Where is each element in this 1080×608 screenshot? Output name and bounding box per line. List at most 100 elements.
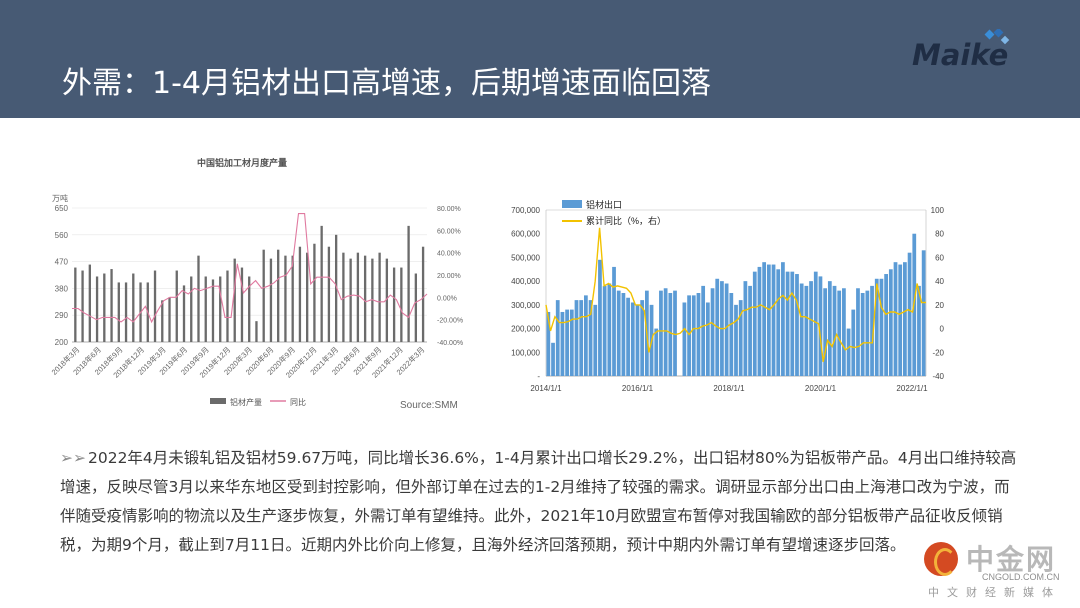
chart1-y-tick: 650 bbox=[55, 204, 69, 213]
chart2-bar bbox=[884, 274, 888, 376]
chart2-bar bbox=[832, 285, 837, 376]
chart1-bar bbox=[153, 270, 157, 342]
chart2-bar bbox=[630, 302, 635, 376]
aluminum-production-chart: 中国铝加工材月度产量 万吨 650 560 470 380 290 200 80.00% 60.0… bbox=[42, 150, 482, 420]
chart2-y2-tick: 0 bbox=[940, 325, 945, 334]
chart2-y-tick: 200,000 bbox=[511, 325, 540, 334]
watermark-subtitle: 中文财经新媒体 bbox=[928, 586, 1061, 599]
aluminum-export-chart: 700,000 600,000 500,000 400,000 300,000 200,0… bbox=[500, 192, 960, 404]
chart1-bar bbox=[211, 279, 215, 342]
chart1-y-tick: 470 bbox=[55, 258, 69, 267]
bullet-arrow-icon: ➢➢ bbox=[60, 449, 86, 467]
chart2-bar bbox=[823, 288, 828, 376]
chart1-bar bbox=[378, 252, 381, 342]
chart2-x-tick: 2018/1/1 bbox=[713, 384, 745, 393]
chart2-bar bbox=[724, 283, 729, 376]
chart2-bar bbox=[729, 293, 734, 376]
cngold-logo-swirl-icon bbox=[934, 548, 956, 576]
chart1-bar bbox=[226, 270, 229, 342]
chart1-bar bbox=[306, 252, 309, 342]
chart2-bar bbox=[842, 288, 846, 376]
chart1-y2-tick: 0.00% bbox=[437, 295, 457, 302]
chart1-bar bbox=[327, 246, 331, 342]
chart2-y2-tick: 40 bbox=[935, 277, 944, 286]
chart2-bar bbox=[870, 285, 874, 376]
chart1-bar bbox=[349, 258, 352, 342]
chart2-y-tick: 100,000 bbox=[511, 348, 540, 357]
chart1-source: Source:SMM bbox=[400, 400, 458, 411]
chart2-bar bbox=[799, 283, 804, 376]
chart1-bar bbox=[400, 267, 403, 342]
chart2-legend-bar-swatch bbox=[562, 200, 582, 208]
chart2-bar bbox=[696, 293, 701, 376]
chart2-bar bbox=[752, 271, 757, 376]
chart2-bar bbox=[903, 262, 907, 376]
chart1-bar bbox=[255, 321, 258, 342]
chart2-bar bbox=[626, 297, 630, 376]
chart2-bar bbox=[569, 309, 574, 376]
title-banner: 外需：1-4月铝材出口高增速，后期增速面临回落 Maike bbox=[0, 0, 1080, 118]
chart1-bar bbox=[277, 249, 280, 342]
chart2-bar bbox=[804, 285, 809, 376]
chart2-bar bbox=[668, 293, 673, 376]
chart2-bar bbox=[593, 304, 598, 376]
chart2-y-tick: 300,000 bbox=[511, 301, 540, 310]
watermark-url: CNGOLD.COM.CN bbox=[982, 572, 1060, 582]
chart2-bar bbox=[616, 290, 621, 376]
chart2-bar bbox=[743, 281, 748, 376]
chart2-bar bbox=[795, 274, 799, 376]
chart2-bar bbox=[776, 269, 781, 376]
chart2-x-tick: 2014/1/1 bbox=[530, 384, 562, 393]
chart1-y2-tick: 40.00% bbox=[437, 251, 461, 258]
chart2-bar bbox=[917, 285, 921, 376]
chart2-y2-tick: 20 bbox=[935, 301, 944, 310]
chart2-bar bbox=[851, 309, 856, 376]
chart1-bar bbox=[298, 246, 302, 342]
chart1-bar bbox=[313, 243, 316, 342]
chart1-bar bbox=[182, 285, 186, 342]
chart2-bar bbox=[856, 288, 860, 376]
chart1-bar bbox=[407, 225, 410, 342]
chart1-y-tick: 290 bbox=[55, 311, 69, 320]
chart1-bar bbox=[132, 273, 135, 342]
chart2-y2-tick: 100 bbox=[931, 206, 945, 215]
chart2-bar bbox=[640, 300, 645, 376]
chart1-bar bbox=[269, 258, 273, 342]
chart2-bar bbox=[921, 250, 926, 376]
chart2-y-tick: 600,000 bbox=[511, 230, 540, 239]
chart2-legend-bar-label: 铝材出口 bbox=[586, 199, 622, 210]
chart2-bar bbox=[879, 278, 884, 376]
chart2-bar bbox=[635, 304, 640, 376]
chart1-bar bbox=[81, 270, 84, 342]
chart1-bar bbox=[74, 267, 77, 342]
chart2-x-tick: 2020/1/1 bbox=[805, 384, 837, 393]
chart1-bar bbox=[197, 255, 200, 342]
chart2-bar bbox=[555, 300, 560, 376]
chart2-bar bbox=[659, 290, 663, 376]
chart2-bar bbox=[771, 264, 776, 376]
chart1-bar bbox=[117, 282, 120, 342]
chart1-y2-tick: -20.00% bbox=[437, 318, 463, 325]
chart1-bar bbox=[291, 255, 294, 342]
chart1-bar bbox=[124, 282, 128, 342]
chart2-bar bbox=[663, 288, 668, 376]
chart2-y2-tick: 60 bbox=[935, 253, 944, 262]
chart2-bar bbox=[738, 300, 743, 376]
chart1-bar bbox=[88, 264, 91, 342]
chart2-bar bbox=[818, 276, 823, 376]
chart1-y-tick: 200 bbox=[55, 338, 69, 347]
chart2-bar bbox=[551, 342, 555, 376]
chart1-bar bbox=[95, 276, 99, 342]
maike-logo: Maike bbox=[912, 38, 1009, 72]
chart2-bar bbox=[790, 271, 795, 376]
chart1-y-unit: 万吨 bbox=[52, 193, 68, 203]
chart1-bar bbox=[168, 297, 171, 342]
chart2-bar bbox=[846, 328, 851, 376]
chart2-bar bbox=[893, 262, 898, 376]
chart1-bar bbox=[190, 276, 193, 342]
chart1-y2-tick: 60.00% bbox=[437, 228, 461, 235]
chart1-y2-tick: 80.00% bbox=[437, 206, 461, 213]
chart2-bar bbox=[705, 302, 710, 376]
chart1-bar bbox=[103, 273, 106, 342]
chart2-bar bbox=[762, 262, 767, 376]
